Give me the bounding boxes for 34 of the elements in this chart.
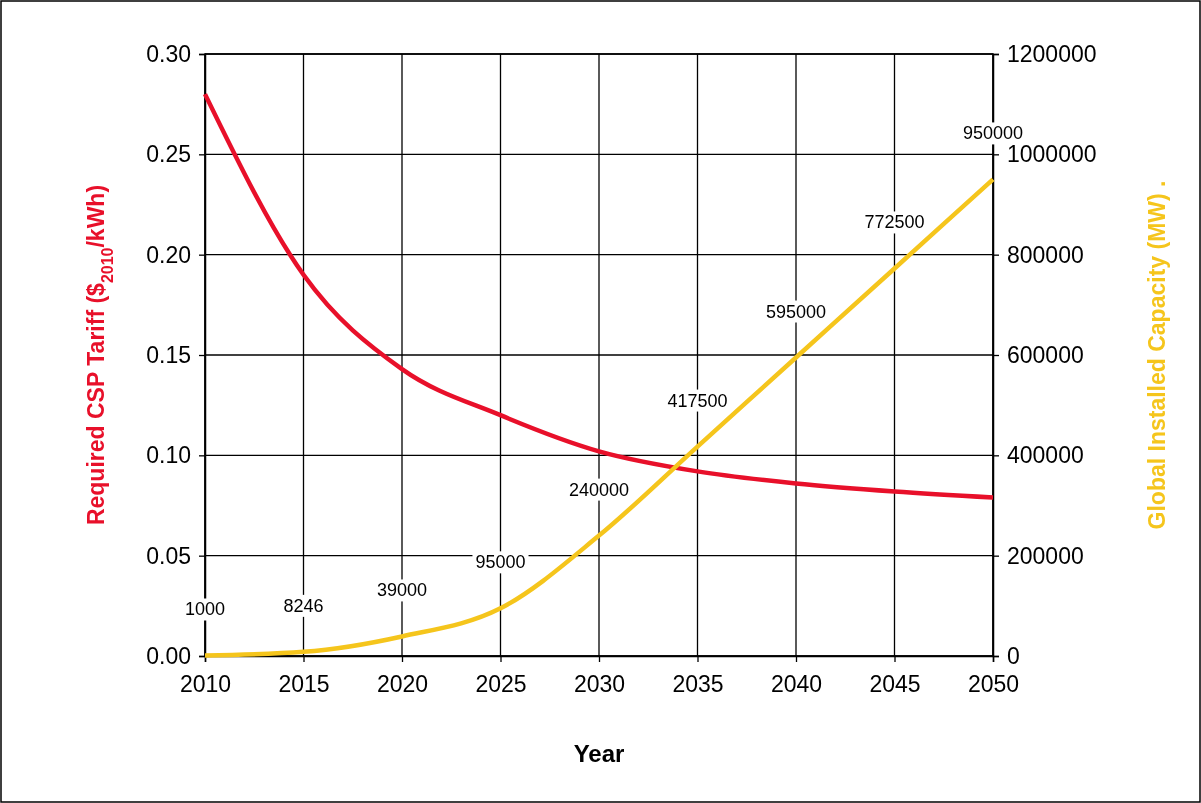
y2-tick-label: 600000	[1007, 341, 1084, 368]
x-tick-label: 2035	[672, 671, 724, 698]
y-tick-label: 0.25	[146, 141, 191, 168]
data-label: 772500	[864, 212, 925, 233]
y2-tick-label: 200000	[1007, 542, 1084, 569]
data-label: 240000	[568, 479, 630, 500]
y2-tick-label: 0	[1007, 642, 1020, 669]
x-tick-label: 2015	[278, 671, 330, 698]
x-tick-label: 2030	[573, 671, 626, 698]
data-label: 95000	[475, 552, 526, 573]
y2-tick-label: 800000	[1007, 241, 1084, 268]
x-tick-label: 2010	[179, 671, 232, 698]
data-label: 8246	[283, 595, 324, 616]
x-tick-label: 2040	[770, 671, 823, 698]
data-label: 417500	[667, 390, 728, 411]
x-axis-title: Year	[573, 740, 625, 767]
y-tick-label: 0.10	[146, 442, 191, 469]
data-label: 1000	[184, 599, 226, 620]
x-tick-label: 2025	[475, 671, 527, 698]
x-tick-label: 2050	[967, 671, 1020, 698]
data-label: 595000	[765, 301, 827, 322]
x-tick-label: 2020	[376, 671, 429, 698]
y2-axis-title: Global Installed Capacity (MW) .	[1144, 180, 1170, 530]
y2-tick-label: 1000000	[1007, 141, 1097, 168]
y-tick-label: 0.15	[146, 341, 191, 368]
y-tick-label: 0.00	[146, 642, 191, 669]
y2-tick-label: 1200000	[1007, 40, 1097, 67]
y-tick-label: 0.20	[146, 241, 191, 268]
y2-tick-label: 400000	[1007, 442, 1084, 469]
y-tick-label: 0.05	[146, 542, 191, 569]
data-label: 950000	[962, 123, 1024, 144]
x-tick-label: 2045	[869, 671, 921, 698]
data-label: 39000	[376, 580, 428, 601]
y-tick-label: 0.30	[146, 40, 191, 67]
